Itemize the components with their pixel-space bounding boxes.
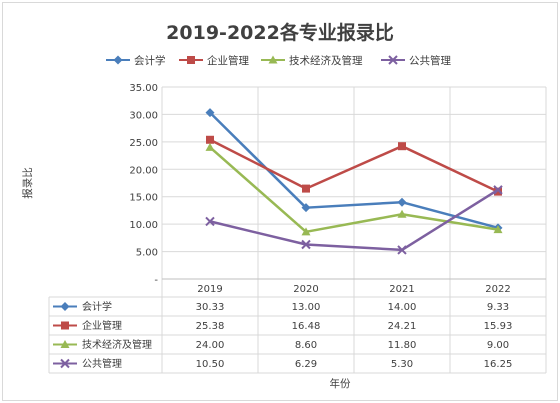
table-key-marker-1	[61, 321, 69, 330]
table-series-name-0: 会计学	[82, 300, 112, 313]
x-tick-label-2: 2021	[389, 284, 414, 295]
legend-marker-0	[113, 55, 123, 65]
data-point-2-2	[397, 209, 407, 218]
table-cell-2-2: 11.80	[388, 340, 417, 351]
legend-label-1: 企业管理	[207, 54, 249, 67]
data-point-1-0	[206, 135, 214, 144]
data-point-3-2	[397, 245, 407, 255]
legend-marker-1	[187, 56, 195, 64]
table-cell-0-0: 30.33	[196, 302, 225, 313]
data-point-1-3	[494, 187, 502, 196]
table-key-marker-0	[60, 302, 70, 311]
y-tick-label-5: 25.00	[129, 138, 158, 149]
x-tick-label-1: 2020	[293, 284, 318, 295]
table-cell-1-1: 16.48	[292, 321, 321, 332]
y-axis-title: 报录比	[21, 167, 34, 199]
table-cell-3-3: 16.25	[484, 359, 513, 370]
series-line-3	[209, 188, 499, 252]
series-line-0	[209, 111, 499, 230]
table-series-name-2: 技术经济及管理	[82, 338, 152, 351]
data-point-0-2	[397, 197, 407, 207]
data-point-2-3	[493, 225, 503, 234]
table-cell-2-3: 9.00	[487, 340, 509, 351]
table-cell-3-2: 5.30	[391, 359, 413, 370]
data-point-2-1	[301, 227, 311, 236]
y-tick-label-2: 10.00	[129, 220, 158, 231]
legend-label-0: 会计学	[134, 54, 166, 67]
data-point-0-0	[205, 108, 215, 118]
table-cell-1-3: 15.93	[484, 321, 513, 332]
y-tick-label-6: 30.00	[129, 110, 158, 121]
table-series-name-1: 企业管理	[82, 319, 122, 332]
table-cell-1-0: 25.38	[196, 321, 225, 332]
table-cell-1-2: 24.21	[388, 321, 417, 332]
table-cell-3-1: 6.29	[295, 359, 317, 370]
table-series-name-3: 公共管理	[82, 357, 122, 370]
table-cell-2-1: 8.60	[295, 340, 317, 351]
series-line-2	[209, 146, 499, 234]
x-axis-title: 年份	[330, 377, 351, 390]
data-point-1-1	[302, 184, 310, 193]
legend-label-2: 技术经济及管理	[289, 54, 363, 67]
legend-marker-3	[388, 55, 398, 65]
chart-title: 2019-2022各专业报录比	[166, 21, 394, 44]
y-tick-label-1: 5.00	[136, 248, 158, 259]
table-cell-0-1: 13.00	[292, 302, 321, 313]
data-point-3-1	[301, 239, 311, 250]
x-tick-label-0: 2019	[197, 284, 222, 295]
series-line-1	[209, 138, 499, 193]
legend-label-3: 公共管理	[409, 54, 451, 67]
y-tick-label-3: 15.00	[129, 193, 158, 204]
y-tick-label-7: 35.00	[129, 83, 158, 94]
table-cell-2-0: 24.00	[196, 340, 225, 351]
legend-marker-2	[268, 55, 278, 64]
y-tick-label-4: 20.00	[129, 165, 158, 176]
data-point-0-1	[301, 203, 311, 213]
x-tick-label-3: 2022	[485, 284, 510, 295]
table-cell-0-3: 9.33	[487, 302, 509, 313]
table-cell-0-2: 14.00	[388, 302, 417, 313]
data-point-3-3	[493, 185, 503, 195]
y-tick-label-0: -	[154, 275, 158, 286]
data-point-3-0	[205, 216, 215, 227]
data-point-1-2	[398, 142, 406, 151]
table-key-marker-3	[60, 358, 70, 369]
table-key-marker-2	[60, 340, 70, 348]
table-cell-3-0: 10.50	[196, 359, 225, 370]
data-point-2-0	[205, 142, 215, 151]
